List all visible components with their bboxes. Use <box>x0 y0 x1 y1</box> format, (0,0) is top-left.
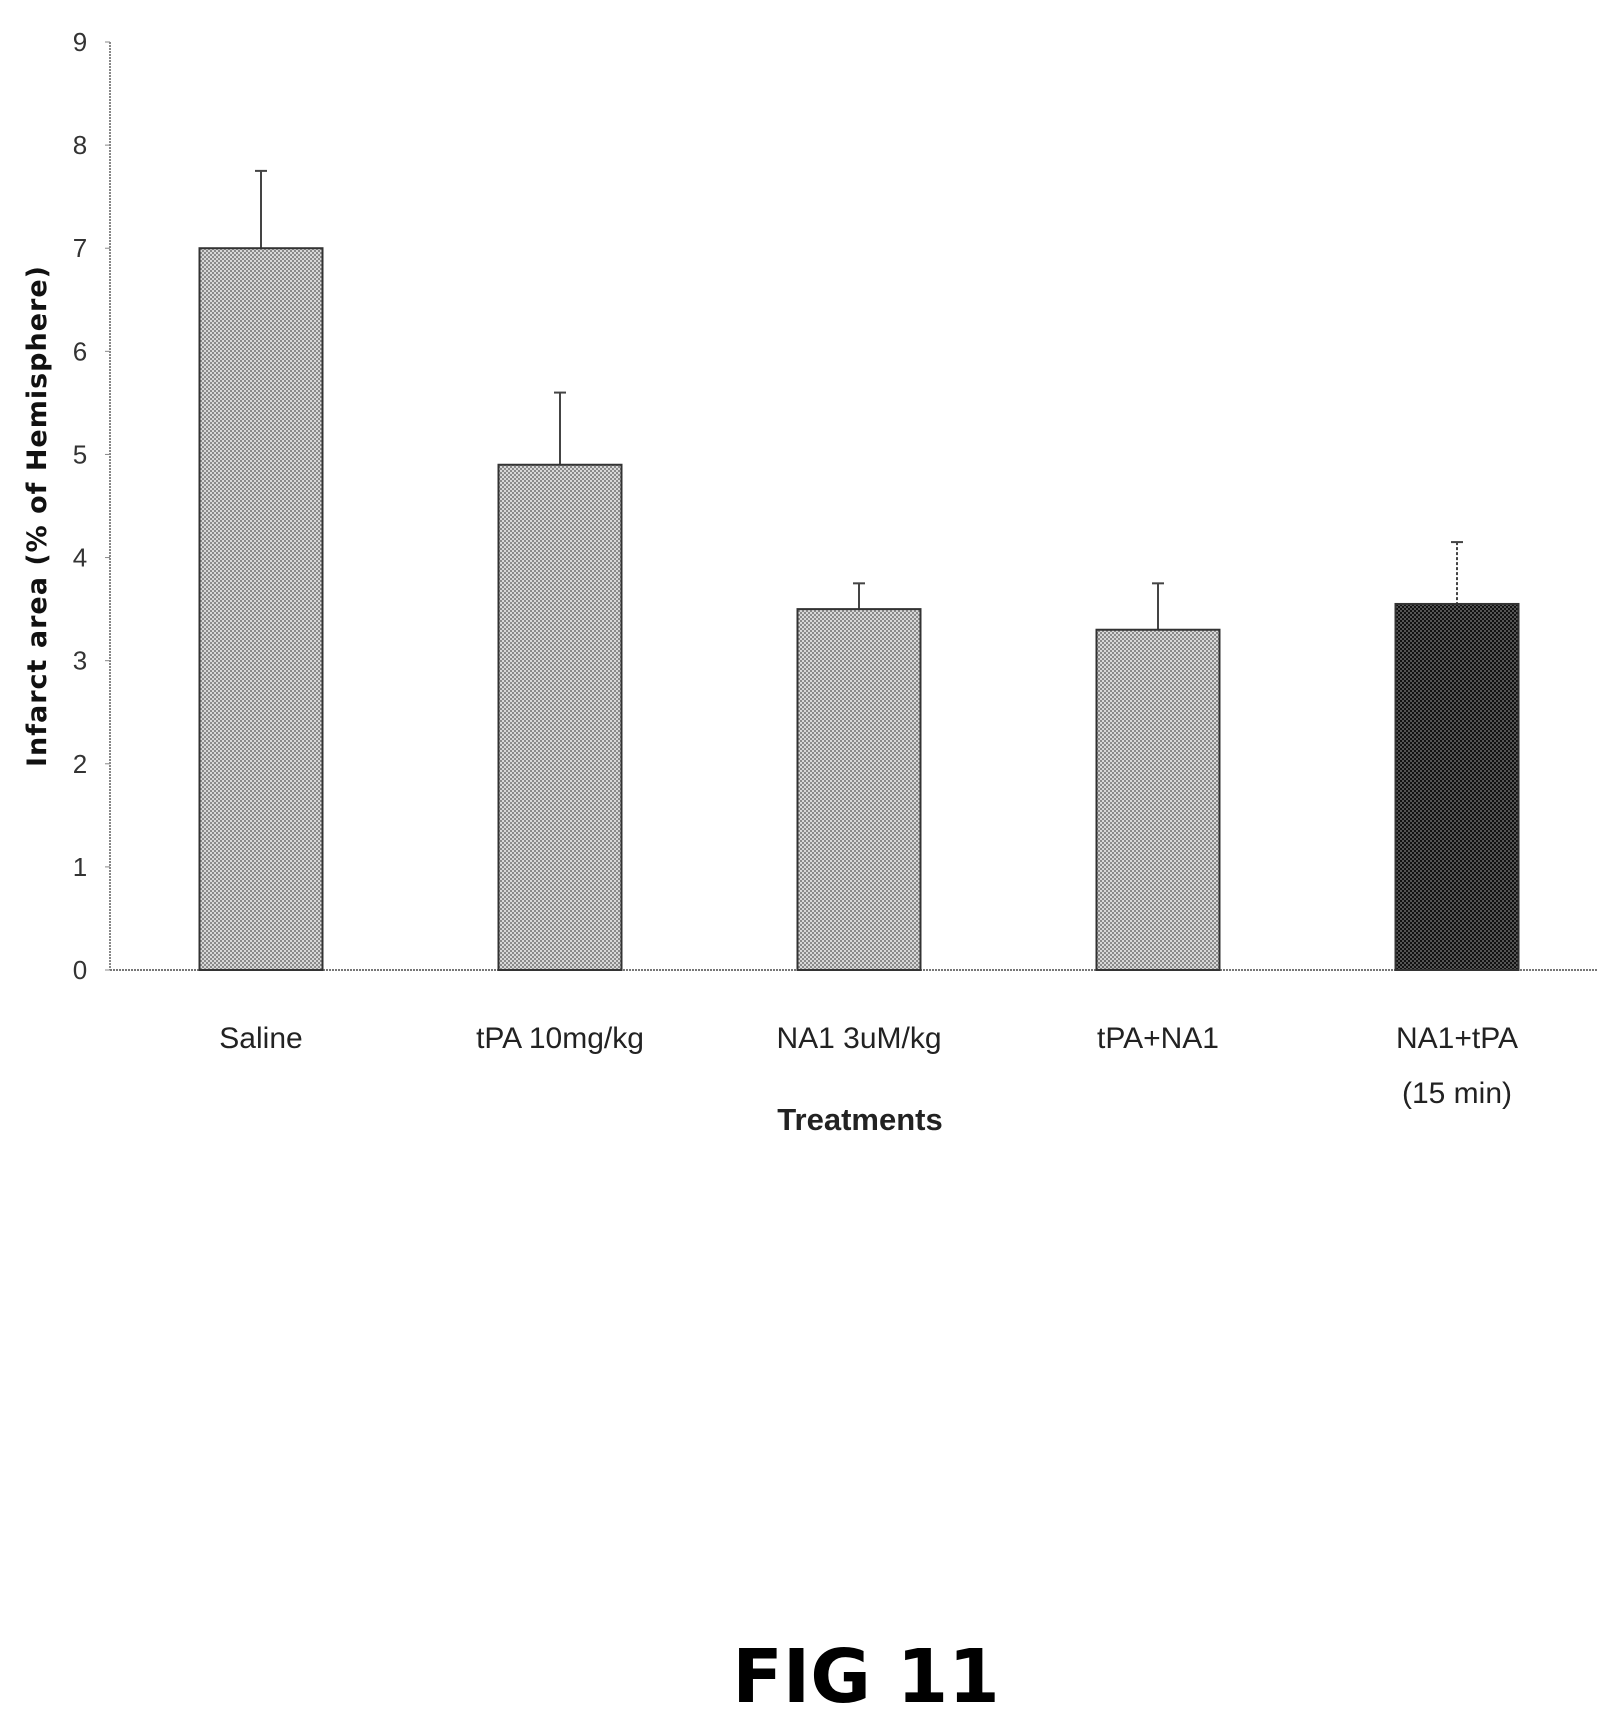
x-tick-sublabel: (15 min) <box>1402 1077 1512 1110</box>
y-tick-label: 4 <box>73 543 87 573</box>
y-tick-label: 1 <box>73 852 87 882</box>
y-tick-label: 7 <box>73 233 87 263</box>
y-tick-label: 8 <box>73 130 87 160</box>
y-tick-label: 9 <box>73 27 87 57</box>
y-axis-label: Infarct area (% of Hemisphere) <box>22 265 53 767</box>
y-tick-label: 0 <box>73 955 87 985</box>
y-tick-label: 3 <box>73 646 87 676</box>
bar <box>796 608 922 971</box>
bar <box>1095 628 1221 971</box>
y-tick-label: 2 <box>73 749 87 779</box>
x-axis-label: Treatments <box>777 1102 942 1137</box>
bar <box>497 463 623 971</box>
x-tick-label: tPA+NA1 <box>1097 1022 1219 1055</box>
y-tick-label: 5 <box>73 439 87 469</box>
x-tick-label: NA1 3uM/kg <box>776 1022 941 1055</box>
x-tick-label: tPA 10mg/kg <box>476 1022 644 1055</box>
x-tick-label: Saline <box>219 1022 302 1055</box>
x-tick-label: NA1+tPA <box>1396 1022 1518 1055</box>
bar <box>198 247 324 971</box>
y-tick-label: 6 <box>73 336 87 366</box>
figure-label: FIG 11 <box>732 1634 1000 1720</box>
bar <box>1394 602 1520 971</box>
